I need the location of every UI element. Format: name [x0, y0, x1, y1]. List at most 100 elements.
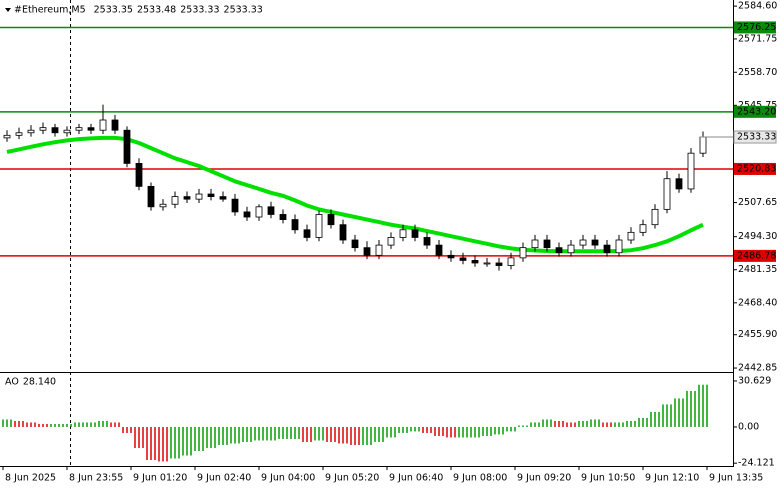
candle-body [507, 257, 515, 266]
candle-body [351, 239, 359, 249]
candle-body [399, 229, 407, 238]
indicator-tick-label: 0.00 [738, 421, 759, 432]
candle-body [615, 239, 623, 254]
candle-body [459, 257, 467, 261]
candle-body [15, 132, 23, 136]
menu-icon[interactable] [5, 8, 11, 12]
level-label-box [734, 162, 776, 175]
level-label: 2543.20 [737, 106, 776, 117]
header-value: 2533.48 [137, 5, 176, 16]
level-label: 2576.25 [737, 22, 776, 33]
candle-body [195, 193, 203, 200]
candle-body [687, 152, 695, 190]
x-tick-label: 8 Jun 23:55 [69, 473, 123, 484]
moving-average [6, 135, 704, 254]
x-tick-label: 9 Jun 01:20 [133, 473, 187, 484]
current-price-box [733, 130, 777, 144]
candle-body [123, 129, 131, 164]
indicator-last: 28.140 [23, 377, 56, 388]
level-label-box [734, 249, 776, 262]
candle-body [219, 196, 227, 200]
candle-body [267, 206, 275, 215]
candle-body [3, 134, 11, 139]
candle-body [363, 247, 371, 256]
candle-body [39, 127, 47, 131]
candle-body [207, 193, 215, 197]
candle-body [387, 237, 395, 246]
y-tick-label: 2545.75 [738, 100, 777, 111]
x-tick-label: 9 Jun 04:00 [261, 473, 315, 484]
candle-body [639, 224, 647, 233]
candle-body [567, 244, 575, 254]
candle-body [591, 239, 599, 246]
candle-body [339, 224, 347, 241]
candle-body [51, 127, 59, 134]
candle-body [327, 214, 335, 226]
candle-body [99, 119, 107, 131]
candle-body [471, 260, 479, 264]
level-label: 2520.83 [737, 163, 776, 174]
level-label: 2486.78 [737, 250, 776, 261]
level-label-box [734, 105, 776, 118]
indicator-tick-label: 30.629 [738, 375, 771, 386]
candle-body [243, 211, 251, 218]
candle-body [531, 239, 539, 249]
x-tick-label: 8 Jun 2025 [5, 473, 56, 484]
candle-body [663, 178, 671, 210]
candle-body [447, 254, 455, 259]
y-tick-label: 2494.30 [738, 231, 777, 242]
x-tick-label: 9 Jun 10:50 [581, 473, 635, 484]
level-label-box [734, 21, 776, 34]
candle-body [303, 229, 311, 238]
y-tick-label: 2455.90 [738, 329, 777, 340]
candle-body [87, 127, 95, 131]
candle-body [135, 163, 143, 187]
y-tick-label: 2558.70 [738, 67, 777, 78]
x-tick-label: 9 Jun 08:00 [453, 473, 507, 484]
candle-body [279, 214, 287, 220]
header-value: 2533.33 [180, 5, 219, 16]
candle-body [27, 129, 35, 134]
current-price-label: 2533.33 [737, 132, 776, 143]
chart-title: #Ethereum,M5 [14, 5, 86, 16]
candle-body [159, 203, 167, 208]
y-tick-label: 2584.60 [738, 1, 777, 12]
candle-body [291, 219, 299, 231]
candle-body [651, 208, 659, 226]
candle-body [75, 127, 83, 131]
candle-body [315, 214, 323, 238]
x-tick-label: 9 Jun 06:40 [389, 473, 443, 484]
candle-body [171, 196, 179, 205]
indicator-tick-label: -24.121 [738, 458, 775, 469]
x-tick-label: 9 Jun 05:20 [325, 473, 379, 484]
candle-body [627, 231, 635, 241]
header-value: 2533.35 [94, 5, 133, 16]
candle-body [699, 136, 707, 154]
candle-body [231, 198, 239, 213]
y-tick-label: 2571.75 [738, 33, 777, 44]
candle-body [411, 229, 419, 238]
candle-body [483, 262, 491, 265]
candle-body [435, 244, 443, 256]
candle-body [423, 237, 431, 246]
y-tick-label: 2507.65 [738, 197, 777, 208]
candle-body [255, 206, 263, 218]
candle-body [147, 185, 155, 208]
candle-body [519, 247, 527, 259]
y-tick-label: 2442.85 [738, 363, 777, 374]
candle-body [63, 129, 71, 134]
candle-body [111, 119, 119, 131]
candle-body [543, 239, 551, 249]
x-tick-label: 9 Jun 09:20 [517, 473, 571, 484]
candle-body [183, 196, 191, 200]
x-tick-label: 9 Jun 02:40 [197, 473, 251, 484]
y-tick-label: 2468.40 [738, 297, 777, 308]
candle-body [555, 247, 563, 254]
candle-body [375, 244, 383, 256]
candle-body [495, 262, 503, 266]
x-tick-label: 9 Jun 13:35 [709, 473, 763, 484]
indicator-name: AO [5, 377, 19, 388]
candle-body [675, 178, 683, 190]
candle-body [579, 239, 587, 246]
